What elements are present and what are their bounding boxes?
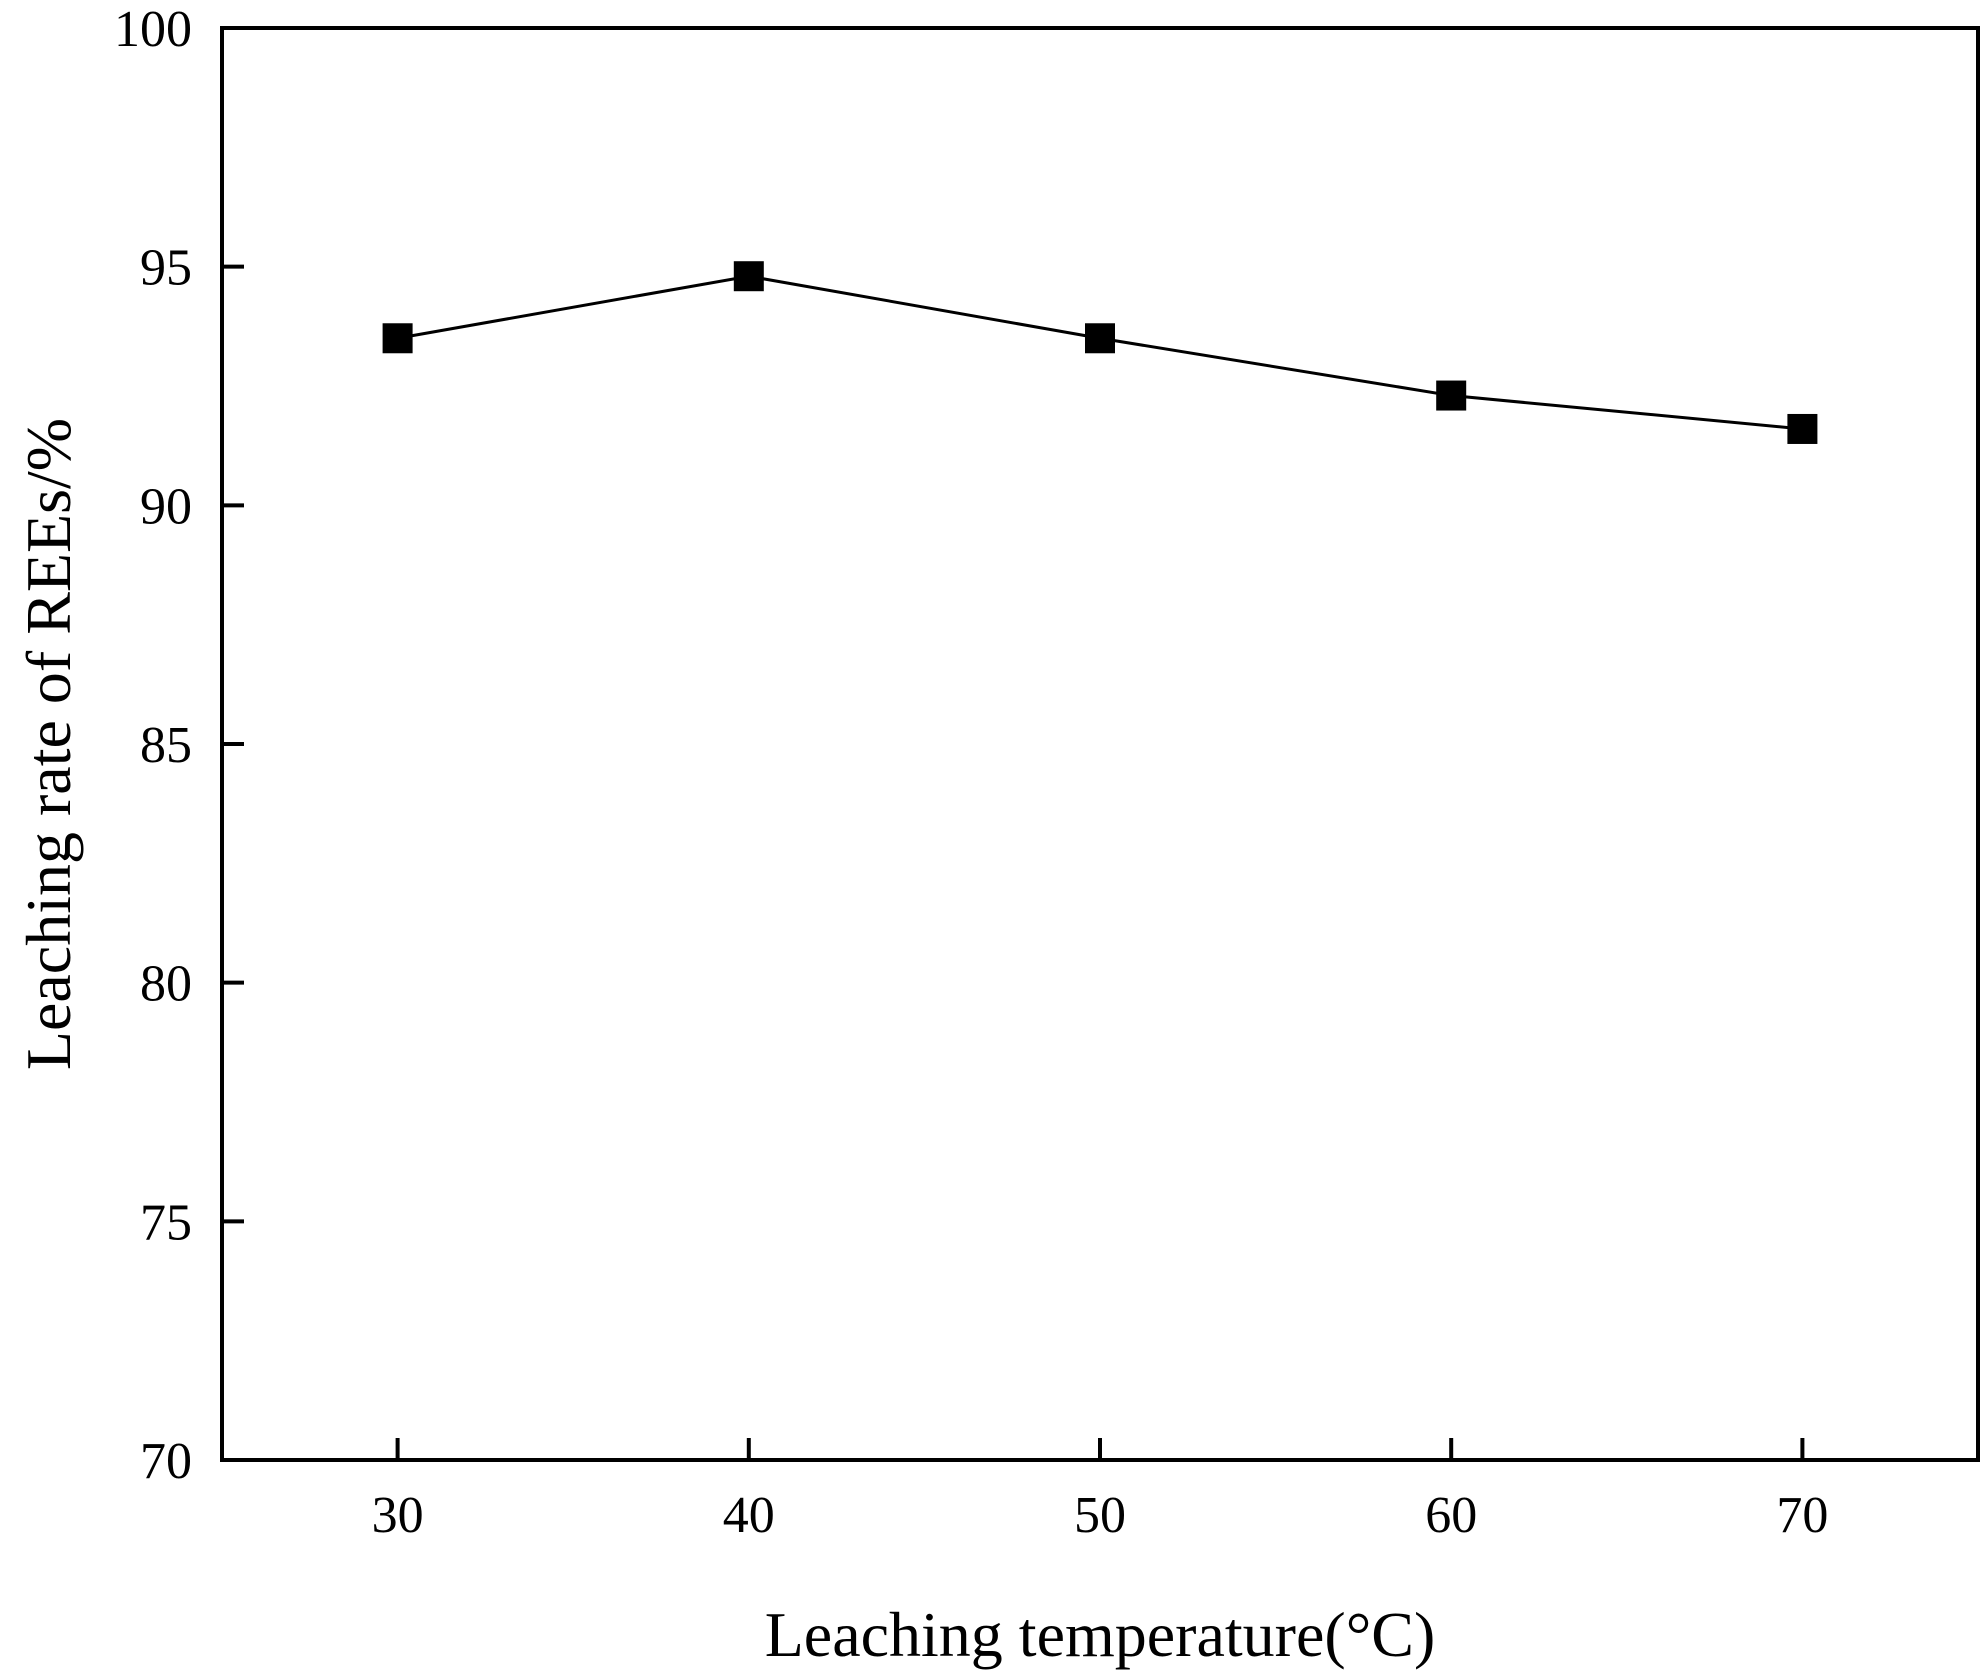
y-tick-label-80: 80 — [140, 956, 192, 1013]
y-axis-tick-labels: 70 75 80 85 90 95 100 — [114, 1, 192, 1490]
y-tick-label-100: 100 — [114, 1, 192, 58]
y-tick-label-75: 75 — [140, 1194, 192, 1251]
x-axis-tick-labels: 30 40 50 60 70 — [372, 1487, 1829, 1544]
data-point-70 — [1787, 413, 1818, 444]
y-tick-label-70: 70 — [140, 1433, 192, 1490]
plot-frame — [220, 26, 1980, 1462]
x-tick-label-30: 30 — [372, 1487, 424, 1544]
x-axis-title: Leaching temperature(°C) — [765, 1599, 1436, 1670]
y-tick-label-90: 90 — [140, 478, 192, 535]
y-axis-title: Leaching rate of REEs/% — [13, 418, 84, 1070]
x-tick-label-50: 50 — [1074, 1487, 1126, 1544]
y-tick-label-95: 95 — [140, 240, 192, 297]
data-point-30 — [382, 323, 413, 354]
data-point-40 — [733, 261, 764, 292]
data-point-60 — [1436, 380, 1467, 411]
data-point-50 — [1085, 323, 1115, 354]
y-axis-ticks — [222, 26, 244, 1462]
y-tick-label-85: 85 — [140, 717, 192, 774]
x-tick-label-70: 70 — [1776, 1487, 1828, 1544]
series-layer — [382, 261, 1818, 444]
x-tick-label-40: 40 — [723, 1487, 775, 1544]
x-axis-ticks — [395, 1438, 1805, 1460]
x-tick-label-60: 60 — [1425, 1487, 1477, 1544]
